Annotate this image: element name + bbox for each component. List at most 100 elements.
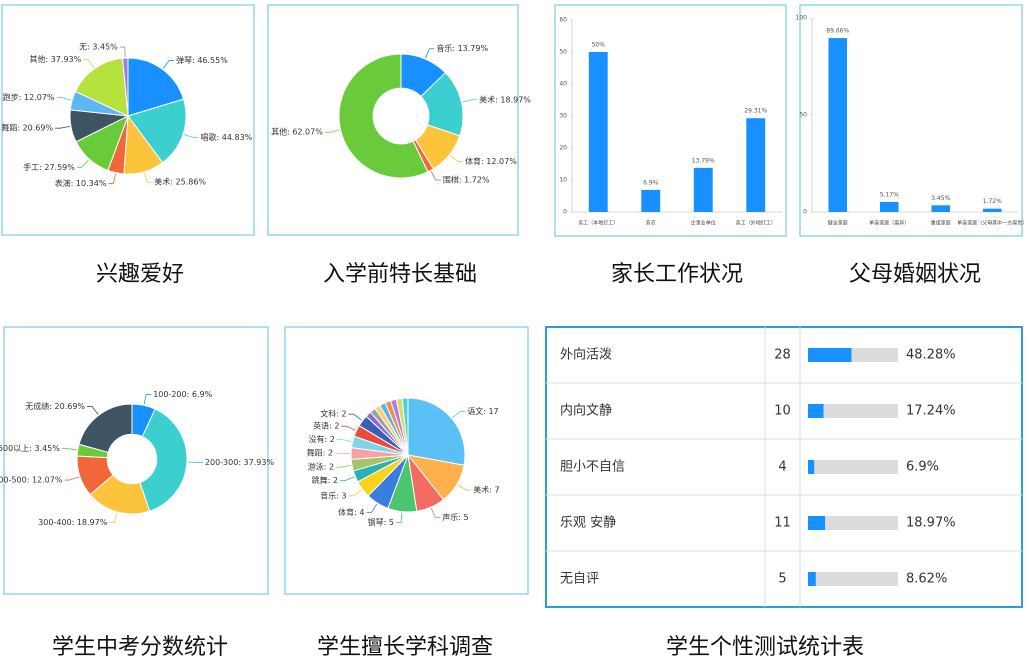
row-label: 胆小不自信 (560, 460, 625, 475)
progress-bar (808, 572, 816, 586)
slice-label: 其他: 37.93% (29, 54, 81, 64)
y-tick-label: 0 (803, 209, 807, 216)
leader-line (61, 447, 77, 451)
slice-label: 没有: 2 (308, 434, 334, 444)
slice-label: 无成绩: 20.69% (25, 401, 85, 411)
pie-slice (127, 98, 187, 164)
x-tick-label: 单亲家庭（离异） (869, 220, 909, 227)
x-tick-label: 务工（本地打工） (578, 220, 618, 227)
slice-label: 无: 3.45% (79, 43, 118, 52)
progress-bar (808, 404, 824, 418)
slice-label: 美术: 25.86% (154, 177, 206, 187)
leader-line (56, 97, 72, 101)
slice-label: 语文: 17 (467, 406, 498, 416)
leader-line (143, 394, 152, 405)
leader-line (144, 172, 153, 183)
leader-line (183, 134, 199, 139)
x-tick-label: 重组家庭 (931, 220, 951, 227)
leader-line (336, 438, 352, 443)
chart-title: 兴趣爱好 (96, 262, 184, 287)
progress-bar (808, 516, 826, 530)
slice-label: 围棋: 1.72% (443, 175, 490, 185)
slice-label: 手工: 27.59% (23, 162, 75, 172)
row-percent: 18.97% (906, 516, 956, 531)
leader-line (348, 489, 362, 497)
value-label: 6.9% (643, 179, 659, 186)
pie-slice (127, 57, 185, 117)
leader-line (119, 46, 126, 58)
leader-line (425, 48, 435, 59)
leader-line (452, 411, 466, 419)
leader-line (76, 159, 89, 168)
pie-slice (338, 53, 429, 179)
y-tick-label: 50 (559, 49, 567, 56)
leader-line (109, 512, 118, 523)
leader-line (324, 129, 340, 133)
value-label: 5.17% (880, 191, 899, 198)
row-count: 10 (774, 404, 791, 419)
slice-label: 文科: 2 (320, 409, 346, 419)
pie-slice (139, 408, 188, 512)
row-percent: 48.28% (906, 348, 956, 363)
y-tick-label: 20 (559, 145, 567, 152)
panel-frame (267, 4, 519, 236)
pie-slice (121, 57, 129, 117)
leader-line (348, 413, 362, 421)
pie-slice (74, 57, 129, 117)
leader-line (187, 461, 203, 463)
pie-slice (401, 397, 409, 456)
panel-frame (545, 326, 1023, 608)
slice-label: 100-200: 6.9% (153, 390, 212, 399)
chart-title: 入学前特长基础 (323, 262, 477, 287)
value-label: 89.66% (826, 28, 849, 35)
row-count: 11 (774, 516, 791, 531)
row-percent: 17.24% (906, 404, 956, 419)
slice-label: 音乐: 13.79% (436, 43, 488, 53)
bar (931, 205, 951, 212)
leader-line (366, 503, 378, 513)
bar (641, 189, 661, 212)
slice-label: 英语: 2 (313, 421, 339, 431)
slice-label: 体育: 4 (338, 507, 364, 517)
slice-label: 其他: 62.07% (271, 127, 323, 137)
panel-frame (3, 326, 269, 595)
slice-label: 跳舞: 2 (312, 475, 338, 485)
slice-label: 美术: 18.97% (479, 94, 531, 104)
row-percent: 6.9% (906, 460, 939, 475)
slice-label: 400-500: 12.07% (0, 476, 63, 485)
bar (982, 208, 1002, 212)
chart-title: 家长工作状况 (611, 262, 743, 287)
slice-label: 音乐: 3 (320, 490, 346, 500)
leader-line (64, 476, 80, 481)
row-label: 乐观 安静 (560, 516, 616, 531)
x-tick-label: 务农 (646, 220, 656, 227)
progress-bar (808, 348, 852, 362)
row-count: 4 (778, 460, 786, 475)
leader-line (87, 406, 99, 415)
x-tick-label: 企事业单位 (691, 220, 716, 227)
leader-line (108, 173, 116, 184)
progress-track (808, 516, 898, 530)
bar (588, 52, 608, 212)
leader-line (55, 126, 70, 129)
leader-line (162, 60, 175, 69)
y-tick-label: 10 (559, 177, 567, 184)
slice-label: 舞蹈: 2 (307, 448, 333, 458)
slice-label: 声乐: 5 (442, 512, 468, 522)
row-percent: 8.62% (906, 572, 947, 587)
x-tick-label: 健全家庭 (828, 220, 848, 227)
pie-slice (407, 397, 466, 466)
leader-line (336, 465, 352, 468)
chart-title: 学生个性测试统计表 (666, 635, 864, 660)
pie-slice (78, 403, 133, 453)
row-label: 内向文静 (560, 403, 612, 419)
y-tick-label: 30 (559, 113, 567, 120)
value-label: 1.72% (983, 198, 1002, 205)
chart-title: 学生中考分数统计 (52, 635, 228, 660)
slice-label: 弹琴: 46.55% (176, 55, 228, 65)
progress-track (808, 404, 898, 418)
row-count: 28 (774, 348, 791, 363)
leader-line (462, 99, 478, 103)
leader-line (450, 154, 464, 162)
